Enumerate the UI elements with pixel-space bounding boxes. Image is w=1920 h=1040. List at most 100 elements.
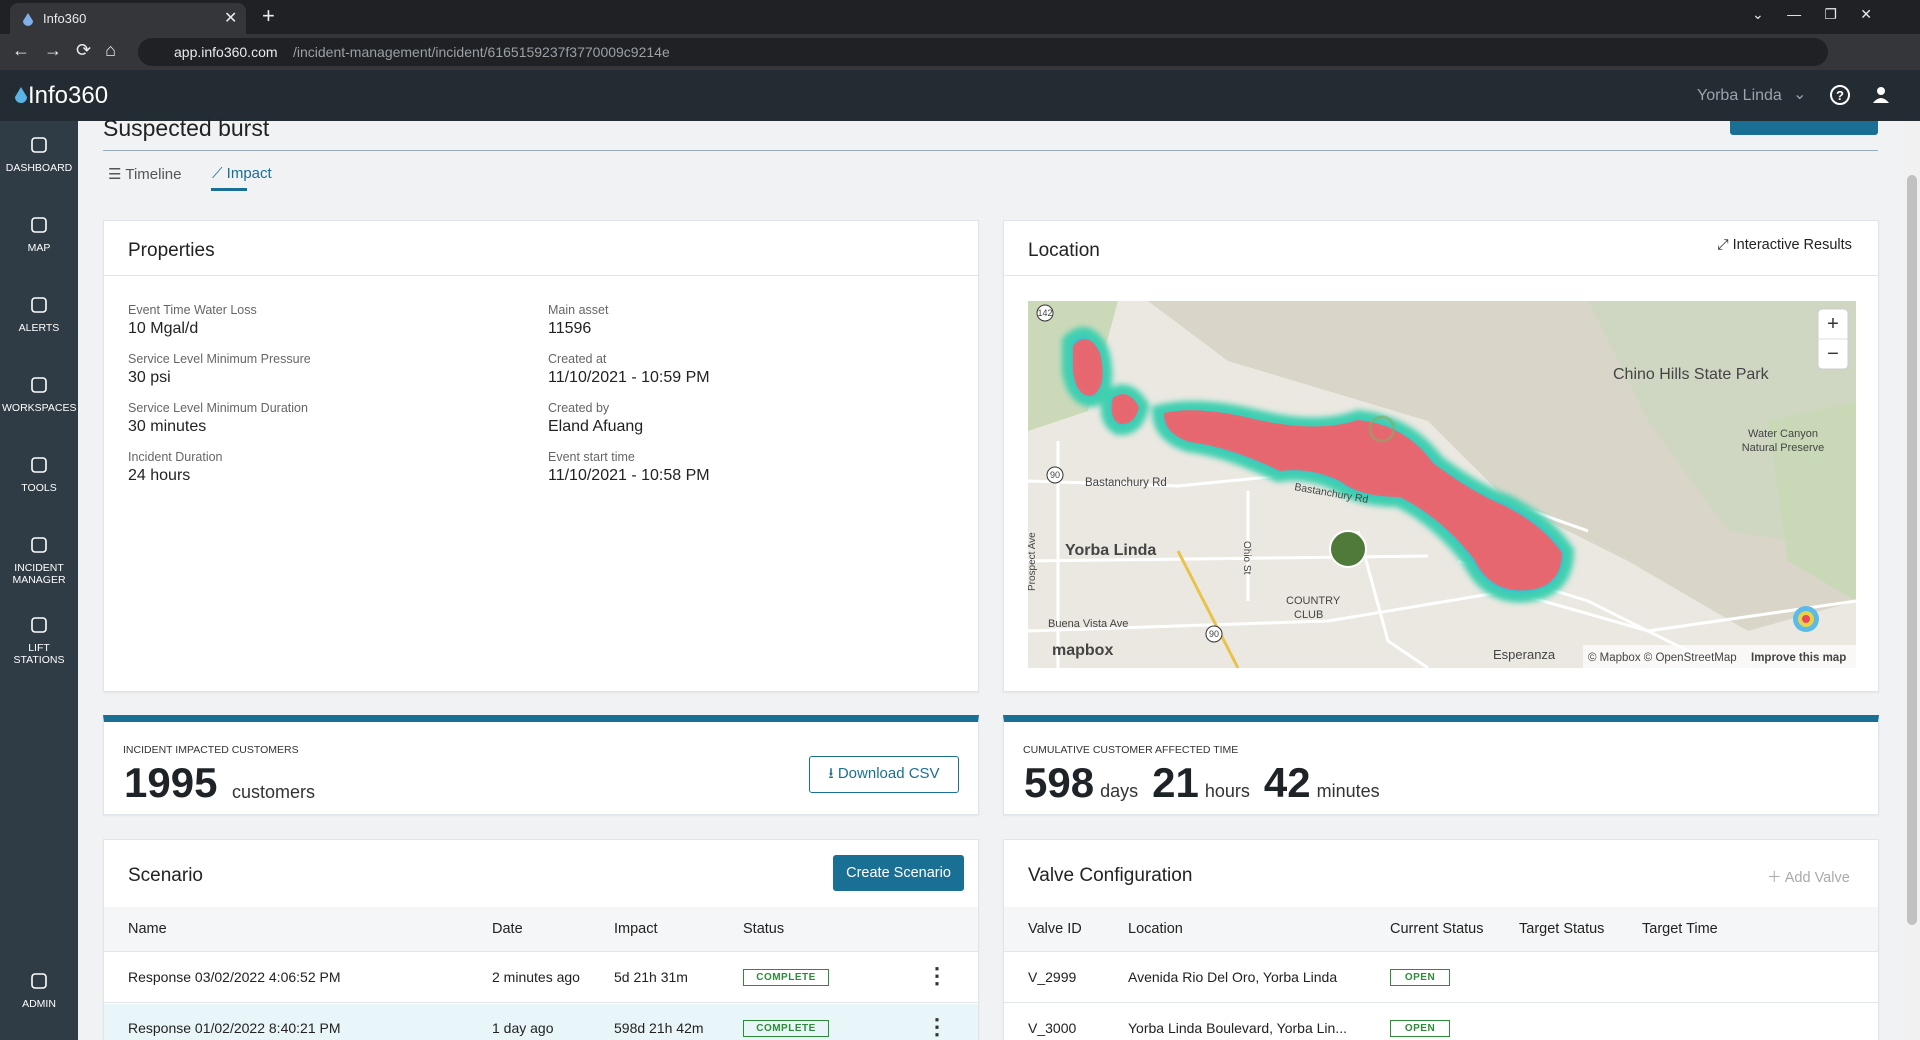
nav-item[interactable]: DASHBOARD <box>5 162 73 174</box>
tab-label: Impact <box>226 165 272 182</box>
nav-buttons[interactable]: ←→⟳⌂ <box>12 40 130 60</box>
map-label: CLUB <box>1294 609 1323 621</box>
property-label: Main asset <box>548 303 609 317</box>
table-cell: 598d 21h 42m <box>614 1020 704 1036</box>
column-header: Current Status <box>1390 921 1484 937</box>
scroll-thumb[interactable] <box>1907 175 1917 925</box>
nav-icon <box>31 457 47 473</box>
property-value: 10 Mgal/d <box>128 320 199 337</box>
row-menu[interactable]: ⋮ <box>926 1014 948 1039</box>
address-bar[interactable]: app.info360.com /incident-management/inc… <box>138 38 1828 66</box>
new-tab[interactable]: + <box>262 3 275 28</box>
nav-item[interactable]: WORKSPACES <box>2 402 77 414</box>
action-label: Interactive Results <box>1732 237 1852 253</box>
scrollbar[interactable] <box>1904 121 1920 1040</box>
scenario-card: Scenario Create Scenario Name Date Impact S… <box>103 839 979 1040</box>
map-label: Esperanza <box>1493 647 1556 662</box>
site-selector[interactable]: Yorba Linda <box>1697 87 1782 104</box>
table-row[interactable] <box>1004 953 1878 1003</box>
nav-icon <box>31 217 47 233</box>
table-row[interactable] <box>104 953 978 1003</box>
nav-item[interactable]: MAP <box>27 242 51 254</box>
tab[interactable]: Info360 ✕ <box>10 3 246 34</box>
property-label: Incident Duration <box>128 450 223 464</box>
icon-shape <box>31 137 47 153</box>
nav-item[interactable]: ADMIN <box>22 998 56 1010</box>
window-controls[interactable]: ⌄ — ❐ ✕ <box>1752 6 1873 22</box>
map-label: Yorba Linda <box>1065 542 1156 559</box>
button-label: Download CSV <box>837 765 940 782</box>
column-header: Status <box>743 921 785 937</box>
table-row[interactable] <box>1004 1004 1878 1040</box>
url-host: app.info360.com <box>174 44 278 60</box>
download-csv-button[interactable]: ⭳ Download CSV <box>809 756 959 793</box>
user-icon[interactable] <box>1871 85 1891 105</box>
app-header <box>0 70 1920 121</box>
icon-shape <box>31 217 47 233</box>
property-value: 24 hours <box>128 467 191 484</box>
map-label: Bastanchury Rd <box>1085 477 1167 489</box>
nav-icon <box>31 137 47 153</box>
card-title: Location <box>1028 240 1100 261</box>
table-cell: V_3000 <box>1028 1020 1077 1036</box>
table-cell: Response 01/02/2022 8:40:21 PM <box>128 1020 341 1036</box>
tab-timeline[interactable]: ☰ Timeline <box>108 166 182 183</box>
tab-bar <box>0 0 1920 34</box>
tab-impact[interactable]: ⟋ Impact <box>212 165 272 182</box>
icon-shape <box>31 457 47 473</box>
nav-item[interactable]: TOOLS <box>21 482 57 494</box>
column-header: Target Time <box>1642 921 1718 937</box>
sidebar: DASHBOARD MAP ALERTS WORKSPACES TOOLS INCIDEN… <box>0 121 78 1040</box>
divider <box>1004 275 1878 276</box>
column-header: Name <box>128 921 167 937</box>
map-label: COUNTRY <box>1286 595 1341 607</box>
property-value: Eland Afuang <box>548 418 644 435</box>
valve-card: Valve Configuration ＋ Add Valve Valve ID… <box>1003 839 1879 1040</box>
metric-value: 1995 <box>124 759 218 806</box>
tab-label: Timeline <box>125 166 182 183</box>
map-label: Ohio St <box>1241 541 1252 575</box>
brand-logo <box>15 87 27 103</box>
help-icon[interactable]: ? <box>1829 84 1851 106</box>
column-header: Target Status <box>1519 921 1605 937</box>
add-valve-button[interactable]: ＋ Add Valve <box>1767 870 1850 886</box>
interactive-results[interactable]: ⤢ Interactive Results <box>1717 237 1852 253</box>
create-scenario-button[interactable]: Create Scenario <box>833 855 964 891</box>
affected-time-card: CUMULATIVE CUSTOMER AFFECTED TIME 598 day… <box>1003 715 1879 815</box>
header-button[interactable] <box>1730 121 1878 135</box>
attribution-bg <box>1583 645 1856 668</box>
nav-icon <box>31 377 47 393</box>
map[interactable]: + − Chino Hills State Park Water Canyon Na… <box>1028 301 1856 668</box>
route-shield <box>1046 466 1064 484</box>
nav-item[interactable]: ALERTS <box>18 322 60 334</box>
tab-icon <box>23 13 33 26</box>
row-menu[interactable]: ⋮ <box>926 963 948 988</box>
map-label: Prospect Ave <box>1028 532 1038 591</box>
divider <box>104 275 978 276</box>
icon-shape <box>31 297 47 313</box>
map-label: Chino Hills State Park <box>1613 366 1770 383</box>
status-badge: OPEN <box>1390 1020 1450 1037</box>
site-caret[interactable]: ⌄ <box>1793 86 1807 103</box>
tab-close[interactable]: ✕ <box>224 10 238 27</box>
table-row[interactable] <box>104 1004 978 1040</box>
zoom-controls[interactable]: + − <box>1817 308 1849 370</box>
card-title: Valve Configuration <box>1028 865 1193 886</box>
property-value: 11/10/2021 - 10:58 PM <box>548 467 710 484</box>
map-label: 142 <box>1037 308 1052 318</box>
metric-unit: hours <box>1204 781 1250 801</box>
map-label: 90 <box>1209 629 1219 639</box>
nav-item[interactable]: LIFT STATIONS <box>13 642 65 666</box>
metric-unit: minutes <box>1316 781 1380 801</box>
table-cell: 1 day ago <box>492 1020 554 1036</box>
column-header: Location <box>1128 921 1183 937</box>
property-value: 11596 <box>548 320 592 337</box>
nav-item[interactable]: INCIDENT MANAGER <box>12 562 66 586</box>
route-shield <box>1036 304 1054 322</box>
tab-indicator <box>211 188 247 191</box>
svg-text:−: − <box>1827 343 1839 365</box>
improve-map[interactable]: Improve this map <box>1751 652 1846 664</box>
table-cell: V_2999 <box>1028 969 1077 985</box>
customers-card: INCIDENT IMPACTED CUSTOMERS 1995 custome… <box>103 715 979 815</box>
table-cell: Response 03/02/2022 4:06:52 PM <box>128 969 341 985</box>
